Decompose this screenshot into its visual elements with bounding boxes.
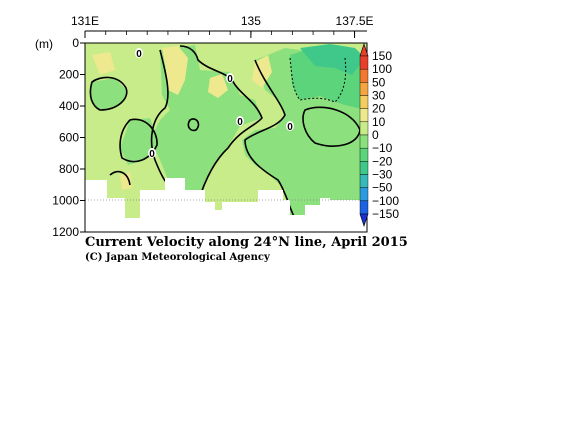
station-ticks bbox=[105, 31, 355, 35]
colorbar-label: −50 bbox=[372, 181, 393, 195]
contour-label-bg bbox=[148, 148, 156, 158]
colorbar-boxes bbox=[359, 43, 369, 227]
chart-title: Current Velocity along 24°N line, April … bbox=[85, 235, 408, 250]
colorbar-label: −150 bbox=[372, 207, 399, 221]
contour-label-0-e: 0 bbox=[149, 149, 155, 160]
left-tick-label: 600 bbox=[59, 131, 79, 145]
colorbar-box bbox=[359, 187, 369, 202]
left-tick-label: 800 bbox=[59, 162, 79, 176]
colorbar-label: 0 bbox=[372, 128, 379, 142]
colorbar-label: 10 bbox=[372, 115, 386, 129]
region-negative-west bbox=[90, 78, 128, 110]
contour-label-bg bbox=[236, 116, 244, 126]
colorbar-box bbox=[359, 161, 369, 175]
region-positive-upper-1 bbox=[162, 46, 188, 95]
colorbar-box bbox=[359, 121, 369, 136]
colorbar-box bbox=[359, 200, 369, 215]
region-positive-upper-3 bbox=[208, 74, 228, 98]
colorbar-box bbox=[359, 95, 369, 109]
region-positive-lower bbox=[120, 172, 132, 190]
contour-label-bg bbox=[226, 73, 234, 83]
colorbar-label: 150 bbox=[372, 49, 392, 63]
region-negative-east-low bbox=[305, 105, 360, 150]
colorbar-label: 50 bbox=[372, 75, 386, 89]
colorbar-label: 100 bbox=[372, 62, 392, 76]
colorbar-label: −10 bbox=[372, 141, 393, 155]
left-axis-ticks: 0 200 400 600 800 1000 1200 bbox=[52, 36, 85, 239]
top-tick-label: 131E bbox=[71, 14, 99, 28]
contour-label-bg bbox=[135, 48, 143, 58]
left-tick-label: 1000 bbox=[52, 194, 79, 208]
colorbar-box bbox=[359, 82, 369, 96]
left-tick-label: 1200 bbox=[52, 225, 79, 239]
region-core-northeast bbox=[300, 44, 365, 75]
top-axis-ticks: 131E 135 137.5E bbox=[71, 14, 374, 38]
top-axis: 131E 135 137.5E bbox=[71, 14, 374, 38]
colorbar-label: −20 bbox=[372, 154, 393, 168]
colorbar-label: 20 bbox=[372, 102, 386, 116]
seafloor-mask-east bbox=[330, 200, 367, 232]
contour-labels: 0 0 0 0 0 bbox=[135, 48, 294, 160]
left-tick-label: 0 bbox=[72, 36, 79, 50]
top-tick-label: 137.5E bbox=[336, 14, 374, 28]
dotted-contour-northeast bbox=[289, 57, 347, 103]
y-unit-label: (m) bbox=[35, 37, 53, 51]
contour-label-0-b: 0 bbox=[227, 74, 233, 85]
left-axis: (m) 0 200 400 600 800 1000 1200 bbox=[35, 36, 85, 239]
seafloor-mask bbox=[85, 178, 330, 232]
colorbar-box bbox=[359, 134, 369, 149]
colorbar-bottom-arrow bbox=[359, 213, 369, 227]
contour-label-0-c: 0 bbox=[237, 117, 243, 128]
left-tick-label: 400 bbox=[59, 99, 79, 113]
colorbar-label: −100 bbox=[372, 194, 399, 208]
contour-label-0-d: 0 bbox=[287, 122, 293, 133]
colorbar-label: 30 bbox=[372, 89, 386, 103]
colorbar-box bbox=[359, 147, 369, 162]
left-tick-label: 200 bbox=[59, 68, 79, 82]
contour-label-bg bbox=[286, 121, 294, 131]
colorbar-box bbox=[359, 174, 369, 188]
credit-line: (C) Japan Meteorological Agency bbox=[85, 252, 271, 263]
zero-contours bbox=[89, 45, 361, 226]
section-plot: 0 0 0 0 0 bbox=[84, 42, 368, 233]
top-tick-label: 135 bbox=[241, 14, 261, 28]
colorbar-box bbox=[359, 68, 369, 83]
region-positive-upper-4 bbox=[92, 52, 115, 75]
colorbar-box bbox=[359, 108, 369, 123]
colorbar-label: −30 bbox=[372, 168, 393, 182]
colorbar-box bbox=[359, 55, 369, 70]
contour-label-0-a: 0 bbox=[136, 49, 142, 60]
